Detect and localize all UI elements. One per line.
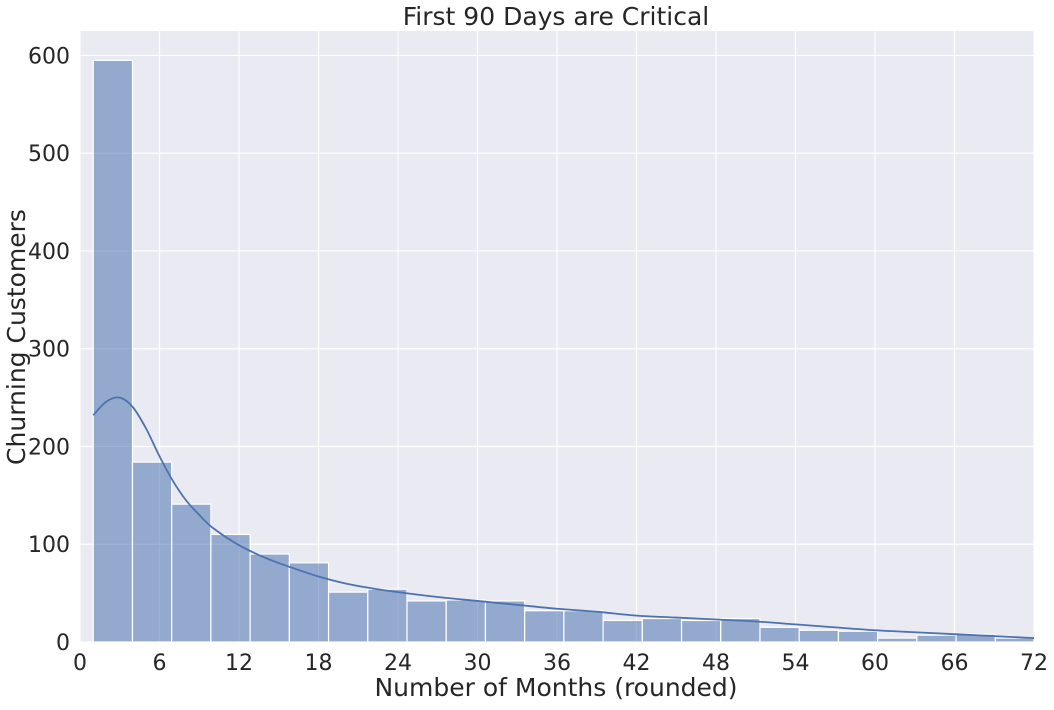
histogram-bar [524,610,565,643]
gridlines [79,31,1035,643]
histogram-bars [92,59,1035,643]
x-tick-label: 54 [782,651,810,676]
x-tick-label: 0 [73,651,87,676]
histogram-bar [92,59,134,643]
y-tick-label: 400 [28,240,70,265]
histogram-bar [484,600,526,643]
x-tick-label: 66 [941,651,969,676]
x-tick-label: 60 [861,651,889,676]
x-tick-label: 12 [225,651,253,676]
x-axis-label: Number of Months (rounded) [374,673,737,702]
histogram-bar [288,562,330,643]
x-tick-label: 72 [1020,651,1048,676]
histogram-bar [837,630,879,643]
histogram-bar [327,591,369,643]
y-tick-label: 200 [28,435,70,460]
y-tick-label: 0 [56,631,70,656]
histogram-bar [877,637,918,643]
histogram-bar [680,619,722,643]
histogram-bar [210,533,251,643]
histogram-bar [641,617,683,643]
x-tick-label: 24 [384,651,412,676]
y-tick-label: 300 [28,338,70,363]
y-axis-label: Churning Customers [2,209,31,465]
y-tick-label: 500 [28,142,70,167]
x-axis-ticks: 0 6 12 18 24 30 36 42 48 54 60 66 72 [73,651,1048,676]
x-tick-label: 30 [464,651,492,676]
histogram-bar [249,553,290,643]
x-tick-label: 48 [702,651,730,676]
histogram-bar [602,619,643,643]
histogram-bar [131,461,173,643]
kde-curve-layer [92,396,1035,639]
histogram-bar [406,600,447,643]
histogram-bar [367,588,408,643]
x-tick-label: 36 [543,651,571,676]
y-axis-ticks: 0 100 200 300 400 500 600 [28,44,70,656]
x-tick-label: 6 [153,651,167,676]
x-tick-label: 42 [623,651,651,676]
histogram-bar [916,634,957,643]
histogram-bar [994,637,1035,643]
histogram-bar [759,626,800,643]
x-tick-label: 18 [305,651,333,676]
kde-curve [92,396,1035,639]
histogram-bar [445,599,487,643]
histogram-bar [171,503,212,643]
histogram-bar [798,629,840,643]
y-tick-label: 600 [28,44,70,69]
chart-title: First 90 Days are Critical [403,2,709,31]
histogram-bar [563,610,604,643]
y-tick-label: 100 [28,533,70,558]
